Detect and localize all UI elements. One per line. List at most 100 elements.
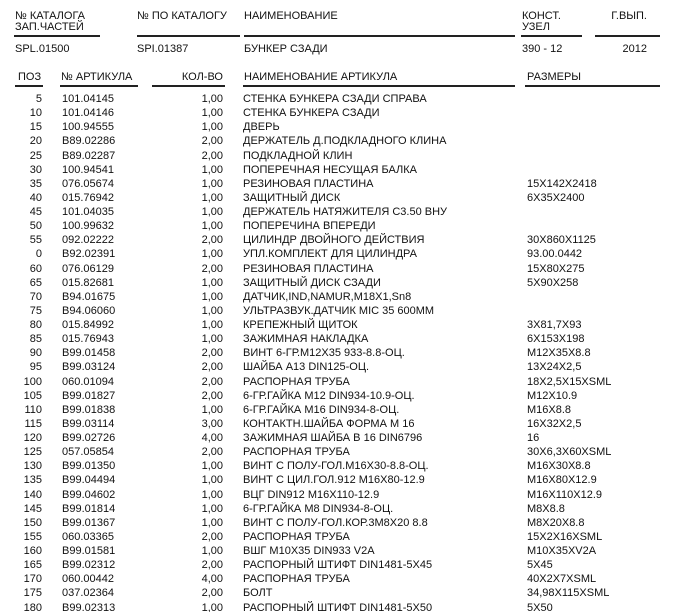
qty-cell: 1,00 (201, 304, 223, 317)
size-cell: 15X80X275 (527, 262, 585, 275)
pos-cell: 95 (29, 361, 42, 374)
pos-cell: 35 (29, 177, 42, 190)
name-cell: РАСПОРНАЯ ТРУБА (243, 375, 350, 388)
article-cell: B99.04602 (62, 488, 116, 501)
pos-cell: 90 (29, 347, 42, 360)
table-row: 155 060.03365 2,00 РАСПОРНАЯ ТРУБА 15X2X16XS… (0, 530, 680, 544)
qty-cell: 1,00 (201, 93, 223, 105)
name-cell: РЕЗИНОВАЯ ПЛАСТИНА (243, 262, 374, 275)
table-row: 170 060.00442 4,00 РАСПОРНАЯ ТРУБА 40X2X7XSM… (0, 572, 680, 586)
pos-cell: 50 (29, 220, 42, 233)
name-cell: УЛЬТРАЗВУК.ДАТЧИК MIC 35 600MM (243, 304, 435, 317)
table-row: 145 B99.01814 1,00 6-ГР.ГАЙКА M8 DIN934-8-О… (0, 502, 680, 516)
table-row: 55 092.02222 2,00 ЦИЛИНДР ДВОЙНОГО ДЕЙСТВИЯ… (0, 233, 680, 247)
qty-cell: 1,00 (201, 516, 223, 529)
year-label: Г.ВЫП. (611, 10, 647, 22)
qty-cell: 1,00 (201, 206, 223, 218)
qty-cell: 1,00 (201, 545, 223, 557)
size-cell: M16X110X12.9 (527, 488, 603, 501)
table-row: 85 015.76943 1,00 ЗАЖИМНАЯ НАКЛАДКА 6X153X19… (0, 332, 680, 346)
name-cell: 6-ГР.ГАЙКА M8 DIN934-8-ОЦ. (243, 502, 394, 515)
pos-cell: 10 (29, 107, 42, 120)
name-cell: ЗАЩИТНЫЙ ДИСК СЗАДИ (243, 276, 381, 289)
article-cell: 101.04145 (62, 93, 114, 105)
table-row: 100 060.01094 2,00 РАСПОРНАЯ ТРУБА 18X2,5X15… (0, 375, 680, 389)
pos-cell: 25 (29, 149, 42, 162)
size-cell: 16 (527, 432, 540, 444)
table-row: 30 100.94541 1,00 ПОПЕРЕЧНАЯ НЕСУЩАЯ БАЛКА (0, 163, 680, 177)
article-cell: 015.76943 (62, 333, 114, 346)
pos-cell: 175 (23, 587, 42, 600)
name-cell: ДВЕРЬ (243, 121, 280, 134)
size-cell: M8X20X8.8 (527, 516, 585, 529)
name-cell: РАСПОРНАЯ ТРУБА (243, 573, 350, 586)
qty-cell: 1,00 (201, 488, 223, 501)
divider (595, 35, 660, 37)
size-cell: M10X35XV2A (527, 545, 597, 557)
name-cell: СТЕНКА БУНКЕРА СЗАДИ СПРАВА (243, 93, 427, 105)
name-cell: ВИНТ 6-ГР.M12X35 933-8.8-ОЦ. (243, 347, 405, 360)
name-cell: СТЕНКА БУНКЕРА СЗАДИ (243, 107, 380, 120)
pos-cell: 40 (29, 191, 42, 204)
table-row: 35 076.05674 1,00 РЕЗИНОВАЯ ПЛАСТИНА 15X142X… (0, 177, 680, 191)
name-cell: РАСПОРНАЯ ТРУБА (243, 530, 350, 543)
article-cell: 076.06129 (62, 262, 114, 275)
name-cell: РЕЗИНОВАЯ ПЛАСТИНА (243, 177, 374, 190)
size-cell: 34,98X115XSML (527, 587, 610, 600)
article-cell: B89.02287 (62, 149, 116, 162)
name-cell: ВИНТ С ЦИЛ.ГОЛ.912 M16X80-12.9 (243, 474, 425, 487)
article-cell: 015.82681 (62, 276, 114, 289)
size-cell: M16X8.8 (527, 403, 572, 416)
name-cell: ПОДКЛАДНОЙ КЛИН (243, 149, 353, 162)
col-header-size: РАЗМЕРЫ (527, 71, 582, 83)
name-cell: ЗАЖИМНАЯ НАКЛАДКА (243, 333, 369, 346)
article-cell: B99.02313 (62, 601, 116, 612)
pos-cell: 160 (23, 545, 42, 557)
qty-cell: 1,00 (201, 474, 223, 487)
pos-cell: 115 (24, 417, 42, 430)
qty-cell: 1,00 (201, 333, 223, 346)
pos-cell: 55 (29, 234, 42, 247)
divider (14, 35, 100, 37)
article-cell: B99.01350 (62, 460, 116, 473)
article-cell: B99.01827 (62, 389, 116, 402)
size-cell: 13X24X2,5 (527, 361, 582, 374)
parts-table-body: 5 101.04145 1,00 СТЕНКА БУНКЕРА СЗАДИ СПРАВ… (0, 92, 680, 612)
table-row: 60 076.06129 2,00 РЕЗИНОВАЯ ПЛАСТИНА 15X80X2… (0, 262, 680, 276)
name-cell: ВИНТ С ПОЛУ-ГОЛ.КОР.3M8X20 8.8 (243, 516, 428, 529)
pos-cell: 20 (29, 135, 42, 148)
pos-cell: 65 (29, 276, 42, 289)
qty-cell: 1,00 (201, 290, 223, 303)
pos-cell: 5 (35, 93, 42, 105)
pos-cell: 155 (23, 530, 42, 543)
qty-cell: 2,00 (201, 262, 223, 275)
table-row: 65 015.82681 1,00 ЗАЩИТНЫЙ ДИСК СЗАДИ 5X90X2… (0, 276, 680, 290)
name-cell: ДАТЧИК,IND,NAMUR,M18X1,Sn8 (243, 290, 412, 303)
qty-cell: 1,00 (201, 248, 223, 261)
size-cell: 5X90X258 (527, 276, 579, 289)
name-value: БУНКЕР СЗАДИ (244, 43, 328, 55)
pos-cell: 125 (23, 446, 42, 459)
qty-cell: 1,00 (201, 319, 223, 331)
table-row: 5 101.04145 1,00 СТЕНКА БУНКЕРА СЗАДИ СПРАВ… (0, 92, 680, 106)
table-row: 0 B92.02391 1,00 УПЛ.КОМПЛЕКТ ДЛЯ ЦИЛИНДРА 9… (0, 247, 680, 261)
size-cell: 40X2X7XSML (527, 573, 597, 586)
qty-cell: 1,00 (201, 502, 223, 515)
article-cell: 060.03365 (62, 530, 114, 543)
table-row: 160 B99.01581 1,00 ВШГ M10X35 DIN933 V2A M10… (0, 544, 680, 558)
article-cell: B99.02726 (62, 432, 116, 444)
article-cell: B94.06060 (62, 304, 116, 317)
col-header-article: № АРТИКУЛА (61, 71, 133, 83)
article-cell: 100.99632 (62, 220, 114, 233)
article-cell: B99.01581 (62, 545, 116, 557)
size-cell: M12X10.9 (527, 389, 578, 402)
qty-cell: 2,00 (201, 135, 223, 148)
col-header-qty: КОЛ-ВО (181, 71, 223, 83)
name-cell: КРЕПЕЖНЫЙ ЩИТОК (243, 319, 358, 331)
divider (60, 85, 138, 87)
article-cell: 037.02364 (62, 587, 114, 600)
size-cell: M16X30X8.8 (527, 460, 591, 473)
size-cell: 5X50 (527, 601, 553, 612)
table-row: 45 101.04035 1,00 ДЕРЖАТЕЛЬ НАТЯЖИТЕЛЯ C3.5… (0, 205, 680, 219)
table-row: 130 B99.01350 1,00 ВИНТ С ПОЛУ-ГОЛ.M16X30-8… (0, 459, 680, 473)
